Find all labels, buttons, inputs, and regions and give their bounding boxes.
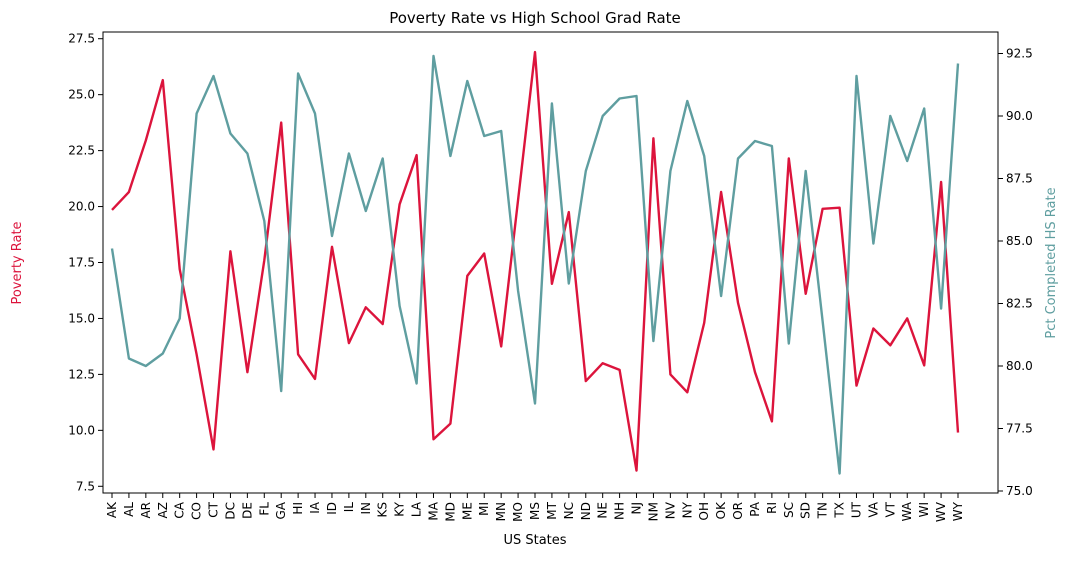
x-tick-label: NM	[646, 502, 660, 521]
x-tick-label: TN	[816, 502, 830, 519]
x-tick-label: AL	[122, 502, 136, 517]
x-tick-label: WI	[917, 502, 931, 517]
x-tick-label: AR	[139, 502, 153, 519]
chart-title: Poverty Rate vs High School Grad Rate	[389, 9, 681, 27]
x-tick-label: WV	[934, 501, 948, 522]
x-tick-label: NE	[596, 502, 610, 519]
x-tick-label: UT	[850, 501, 864, 518]
x-tick-label: NJ	[630, 502, 644, 515]
x-tick-label: ME	[460, 502, 474, 520]
x-tick-label: NC	[562, 502, 576, 519]
left-y-tick-label: 7.5	[76, 479, 95, 493]
x-tick-label: DE	[240, 502, 254, 519]
x-axis: AK AL AR AZ CA CO CT DC DE FL GA HI IA ID IL IN KS KY LA MA…	[105, 493, 965, 522]
x-tick-label: CO	[190, 502, 204, 520]
left-y-tick-label: 12.5	[68, 367, 95, 381]
left-y-tick-label: 27.5	[68, 32, 95, 46]
x-tick-label: NY	[680, 501, 694, 518]
x-tick-label: FL	[257, 502, 271, 516]
x-tick-label: VT	[883, 501, 897, 517]
x-tick-label: OH	[697, 502, 711, 520]
x-tick-label: WY	[951, 501, 965, 521]
x-tick-label: ND	[579, 502, 593, 520]
x-tick-label: ID	[325, 502, 339, 515]
plot-area	[102, 31, 999, 494]
x-tick-label: MI	[477, 502, 491, 516]
x-tick-label: DC	[223, 502, 237, 520]
right-y-tick-label: 77.5	[1006, 422, 1033, 436]
x-tick-label: LA	[410, 501, 424, 517]
x-tick-label: IL	[342, 502, 356, 513]
right-y-tick-label: 85.0	[1006, 234, 1033, 248]
x-tick-label: OR	[731, 502, 745, 520]
x-tick-label: AK	[105, 501, 119, 518]
x-tick-label: IN	[359, 502, 373, 515]
right-y-tick-label: 90.0	[1006, 109, 1033, 123]
x-tick-label: HI	[291, 502, 305, 515]
x-axis-label: US States	[503, 533, 566, 548]
right-y-tick-label: 75.0	[1006, 484, 1033, 498]
x-tick-label: MS	[528, 502, 542, 520]
series-line-1	[110, 54, 960, 475]
x-tick-label: CA	[173, 501, 187, 518]
left-y-axis: 7.5 10.0 12.5 15.0 17.5 20.0 22.5 25.0 27.5	[68, 32, 103, 493]
x-tick-label: MT	[545, 501, 559, 519]
left-y-tick-label: 20.0	[68, 200, 95, 214]
right-y-axis-label: Pct Completed HS Rate	[1044, 187, 1059, 338]
x-tick-label: KS	[376, 502, 390, 518]
left-y-tick-label: 25.0	[68, 88, 95, 102]
x-tick-label: NV	[663, 501, 677, 519]
left-y-tick-label: 15.0	[68, 311, 95, 325]
x-tick-label: AZ	[156, 502, 170, 518]
x-tick-label: CT	[207, 501, 221, 517]
x-tick-label: MD	[443, 502, 457, 522]
x-tick-label: MO	[511, 502, 525, 522]
right-y-tick-label: 82.5	[1006, 297, 1033, 311]
right-y-tick-label: 92.5	[1006, 47, 1033, 61]
x-tick-label: RI	[765, 502, 779, 514]
x-tick-label: NH	[613, 502, 627, 520]
x-tick-label: PA	[748, 501, 762, 516]
x-tick-label: IA	[308, 501, 322, 514]
left-y-tick-label: 10.0	[68, 423, 95, 437]
x-tick-label: MN	[494, 502, 508, 521]
x-tick-label: VA	[866, 501, 880, 517]
x-tick-label: GA	[274, 501, 288, 519]
x-tick-label: OK	[714, 501, 728, 519]
right-y-tick-label: 87.5	[1006, 172, 1033, 186]
right-y-axis: 75.0 77.5 80.0 82.5 85.0 87.5 90.0 92.5	[998, 47, 1033, 498]
x-tick-label: SD	[799, 502, 813, 519]
right-y-tick-label: 80.0	[1006, 359, 1033, 373]
x-tick-label: WA	[900, 501, 914, 521]
x-tick-label: KY	[393, 501, 407, 516]
left-y-axis-label: Poverty Rate	[10, 221, 25, 304]
left-y-tick-label: 17.5	[68, 256, 95, 270]
x-tick-label: MA	[427, 501, 441, 520]
series-line-0	[111, 50, 960, 472]
left-y-tick-label: 22.5	[68, 144, 95, 158]
x-tick-label: SC	[782, 502, 796, 518]
x-tick-label: TX	[833, 502, 847, 519]
